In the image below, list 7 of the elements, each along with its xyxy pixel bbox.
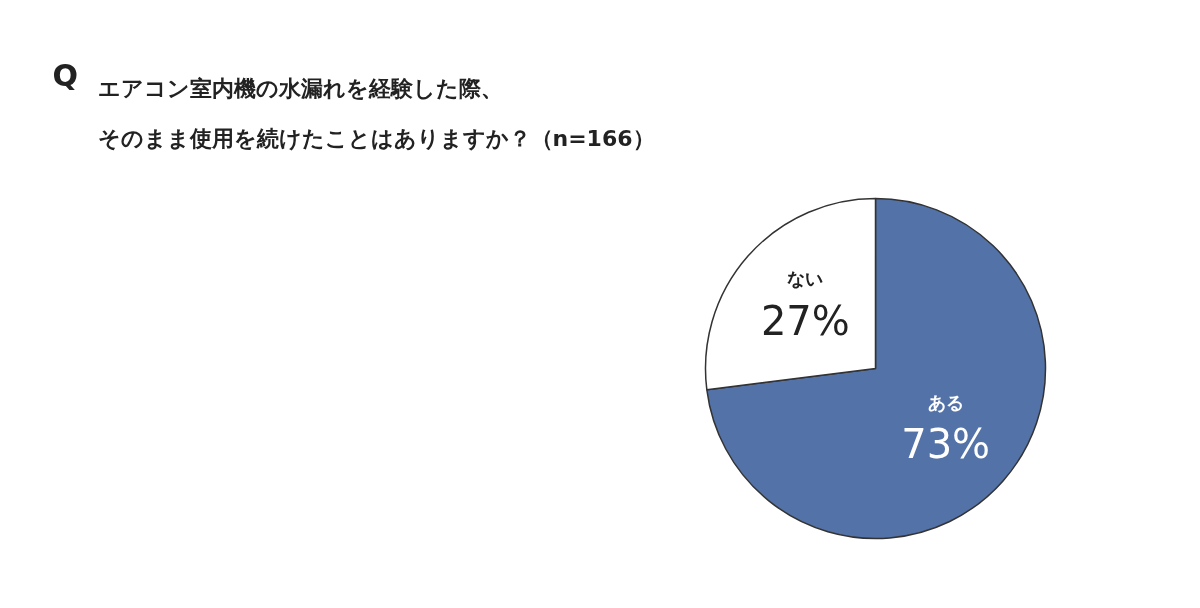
slice-label: ある [927, 391, 964, 413]
data-label: 73% [901, 421, 991, 468]
text: エアコン室内機の水漏れを経験した際、 [97, 76, 503, 101]
slice-label: ない [787, 268, 824, 290]
text: Q [52, 58, 79, 93]
text: そのまま使用を続けたことはありますか？（n=166） [97, 126, 655, 151]
data-label: 27% [760, 297, 850, 344]
